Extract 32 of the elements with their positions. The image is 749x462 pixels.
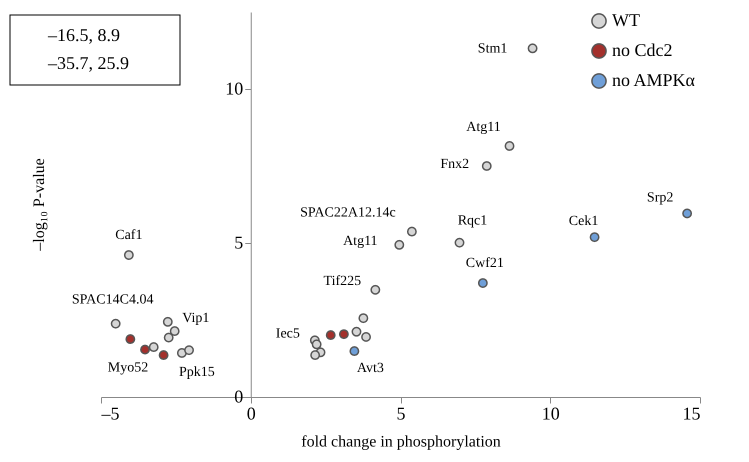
y-tick-label: 5 xyxy=(234,232,244,252)
annotation: Stm1 xyxy=(478,41,508,56)
x-tick-label: 10 xyxy=(542,404,560,424)
x-tick-label: –5 xyxy=(100,404,120,424)
x-axis-title: fold change in phosphorylation xyxy=(301,434,501,450)
x-tick-label: 5 xyxy=(396,404,406,424)
legend-label: WT xyxy=(612,10,640,30)
annotation: Ppk15 xyxy=(178,364,215,380)
annotation: Myo52 xyxy=(108,360,148,376)
annotation: Rqc1 xyxy=(458,214,488,229)
annotation: Iec5 xyxy=(276,326,300,342)
annotation: Atg11 xyxy=(343,234,378,249)
annotation: Fnx2 xyxy=(440,157,470,172)
annotation: Cek1 xyxy=(568,214,598,230)
y-tick-label: 0 xyxy=(234,386,244,406)
y-tick-label: 10 xyxy=(225,78,244,98)
annotation: –35.7, 25.9 xyxy=(47,53,129,73)
annotation: Avt3 xyxy=(356,361,384,376)
annotation: Vip1 xyxy=(182,310,210,326)
legend-label: no AMPKα xyxy=(612,70,696,90)
x-tick-label: 0 xyxy=(246,404,256,424)
legend-label: no Cdc2 xyxy=(612,40,672,60)
annotation: Tif225 xyxy=(324,274,362,289)
annotation: Srp2 xyxy=(646,190,674,206)
y-axis-title: –log₁₀ P-value xyxy=(31,158,48,252)
annotation: SPAC14C4.04 xyxy=(72,292,154,308)
annotation: –16.5, 8.9 xyxy=(47,25,120,45)
annotation: Atg11 xyxy=(466,120,501,135)
annotation: Caf1 xyxy=(115,228,142,244)
annotation: Cwf21 xyxy=(466,256,504,272)
x-tick-label: 15 xyxy=(682,404,700,424)
annotation: SPAC22A12.14c xyxy=(300,206,396,221)
